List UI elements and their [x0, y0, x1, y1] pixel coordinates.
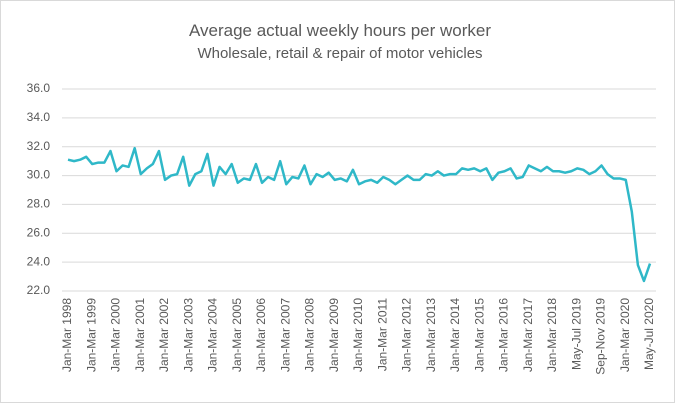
x-tick-label: Jan-Mar 2014 — [448, 298, 462, 372]
chart-title: Average actual weekly hours per worker — [189, 21, 491, 40]
x-tick-label: Jan-Mar 2013 — [424, 298, 438, 372]
x-tick-label: May-Jul 2019 — [569, 298, 583, 370]
y-tick-label: 24.0 — [27, 254, 51, 268]
y-tick-label: 26.0 — [27, 225, 51, 239]
x-tick-label: Jan-Mar 2010 — [351, 298, 365, 372]
x-tick-label: Jan-Mar 2020 — [618, 298, 632, 372]
x-tick-label: Jan-Mar 2011 — [375, 298, 389, 371]
x-tick-label: Jan-Mar 2009 — [327, 298, 341, 372]
x-tick-label: Jan-Mar 2008 — [303, 298, 317, 372]
x-tick-label: Jan-Mar 2015 — [472, 298, 486, 372]
data-line — [67, 146, 652, 283]
y-tick-label: 34.0 — [27, 110, 51, 124]
y-tick-label: 28.0 — [27, 197, 51, 211]
x-tick-label: Jan-Mar 2007 — [278, 298, 292, 372]
y-tick-label: 30.0 — [27, 168, 51, 182]
x-tick-label: Jan-Mar 2000 — [109, 298, 123, 372]
x-tick-label: Jan-Mar 2016 — [497, 298, 511, 372]
x-tick-label: Jan-Mar 2004 — [206, 298, 220, 372]
x-tick-label: Jan-Mar 2003 — [181, 298, 195, 372]
y-tick-label: 36.0 — [27, 81, 51, 95]
y-tick-label: 22.0 — [27, 283, 51, 297]
x-tick-label: Jan-Mar 2018 — [545, 298, 559, 372]
x-tick-label: Jan-Mar 2001 — [133, 298, 147, 372]
x-tick-label: Jan-Mar 1999 — [84, 298, 98, 372]
x-tick-label: May-Jul 2020 — [642, 298, 656, 370]
x-tick-label: Jan-Mar 2017 — [521, 298, 535, 372]
chart-subtitle: Wholesale, retail & repair of motor vehi… — [197, 45, 482, 62]
x-tick-label: Jan-Mar 2005 — [230, 298, 244, 372]
x-tick-label: Sep-Nov 2019 — [594, 298, 608, 375]
y-tick-label: 32.0 — [27, 139, 51, 153]
x-tick-label: Jan-Mar 1998 — [60, 298, 74, 372]
x-tick-label: Jan-Mar 2002 — [157, 298, 171, 372]
x-tick-label: Jan-Mar 2006 — [254, 298, 268, 372]
x-tick-label: Jan-Mar 2012 — [400, 298, 414, 372]
